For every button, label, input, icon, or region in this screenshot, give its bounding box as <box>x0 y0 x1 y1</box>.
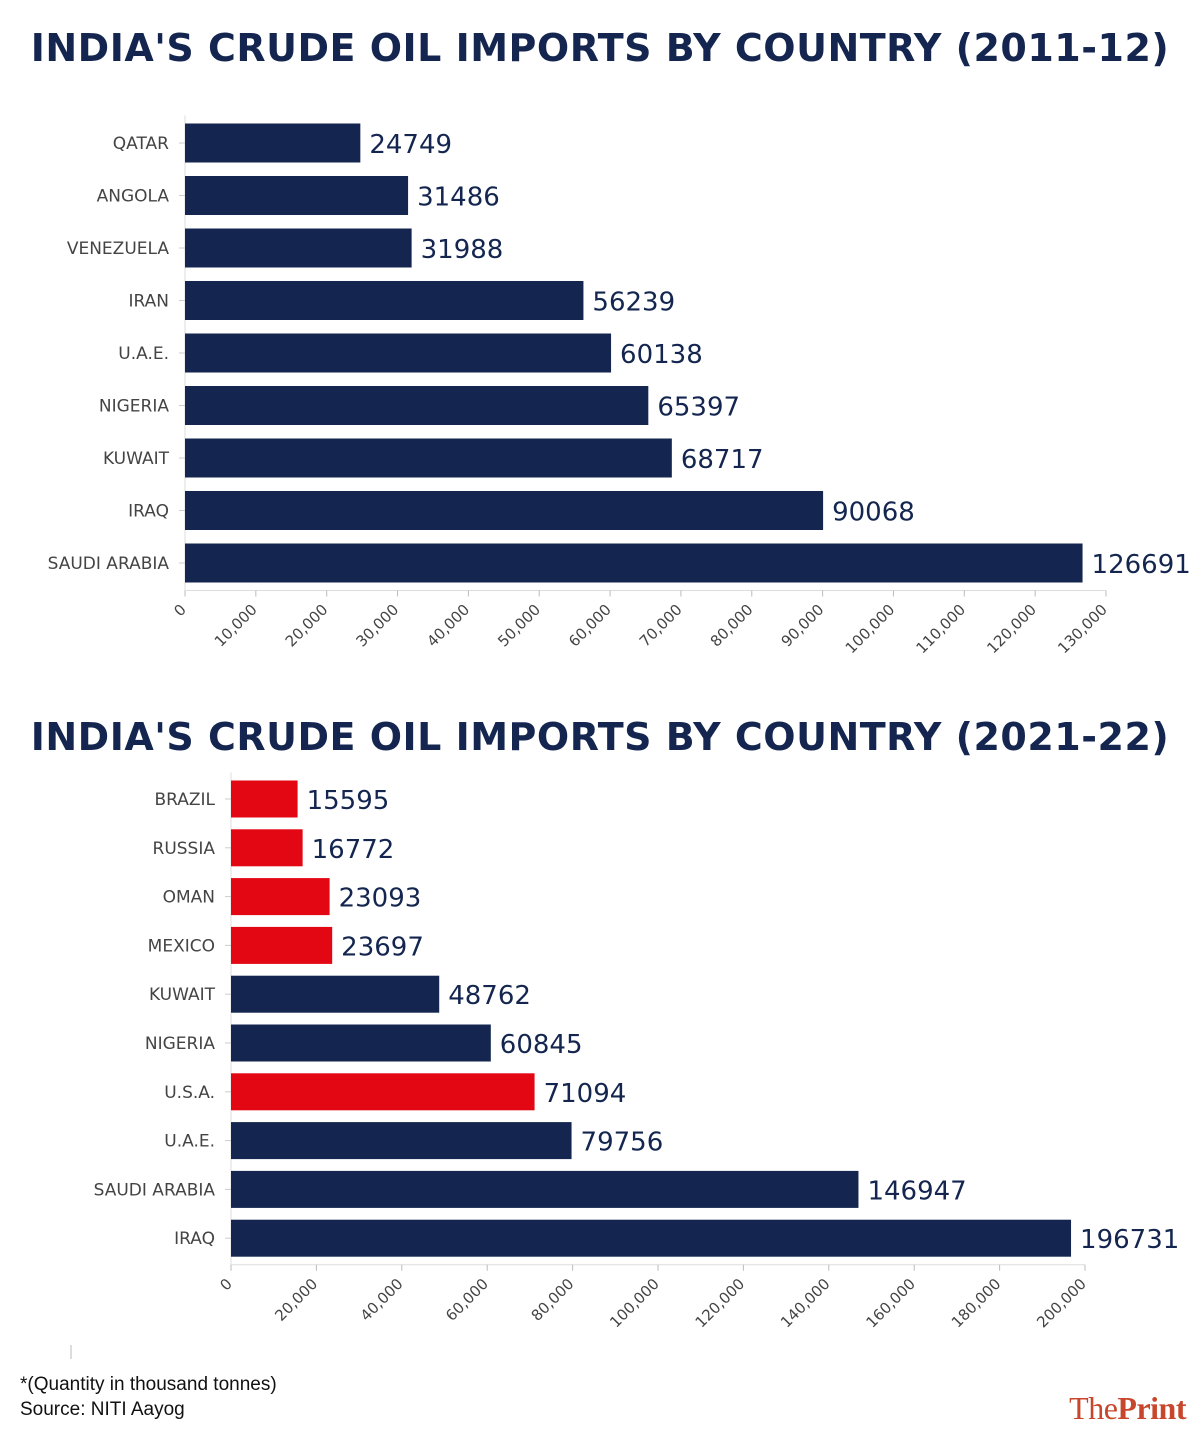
category-label-brazil: BRAZIL <box>154 790 215 810</box>
value-label-angola: 31486 <box>417 183 500 213</box>
value-label-saudi-arabia: 146947 <box>867 1176 966 1206</box>
brand-logo-print: Print <box>1117 1390 1186 1426</box>
bar-nigeria <box>185 386 649 425</box>
value-label-mexico: 23697 <box>341 932 424 962</box>
category-label-nigeria: NIGERIA <box>145 1034 215 1054</box>
bar-saudi-arabia <box>185 543 1083 583</box>
x-tick-label: 80,000 <box>528 1275 578 1325</box>
bar-iraq <box>231 1219 1072 1257</box>
value-label-russia: 16772 <box>312 835 395 865</box>
category-label-u-a-e: U.A.E. <box>118 344 169 364</box>
value-label-qatar: 24749 <box>369 130 452 160</box>
category-label-iran: IRAN <box>129 292 169 312</box>
x-tick-label: 60,000 <box>442 1275 492 1325</box>
bar-iran <box>185 281 584 320</box>
footnote-units: *(Quantity in thousand tonnes) <box>20 1374 277 1395</box>
category-label-kuwait: KUWAIT <box>149 985 216 1005</box>
x-tick-label: 200,000 <box>1033 1275 1090 1332</box>
value-label-iraq: 90068 <box>832 498 915 528</box>
bar-qatar <box>185 123 361 163</box>
value-label-kuwait: 68717 <box>681 445 764 475</box>
value-label-brazil: 15595 <box>307 786 390 816</box>
bar-chart-2011-12: QATAR 24749 ANGOLA 31486 VENEZUELA 31988 IRAN 5… <box>48 115 1191 657</box>
category-label-qatar: QATAR <box>113 134 169 154</box>
chart-title-2011-12: INDIA'S CRUDE OIL IMPORTS BY COUNTRY (20… <box>30 26 1170 70</box>
value-label-venezuela: 31988 <box>421 235 504 265</box>
bar-russia <box>231 829 303 867</box>
category-label-russia: RUSSIA <box>153 839 216 859</box>
value-label-oman: 23093 <box>339 884 422 914</box>
bar-oman <box>231 878 330 916</box>
value-label-kuwait: 48762 <box>448 981 531 1011</box>
divider-mark <box>70 1345 72 1359</box>
bar-venezuela <box>185 228 412 268</box>
category-label-iraq: IRAQ <box>128 502 169 522</box>
bar-mexico <box>231 926 333 964</box>
bar-u-s-a <box>231 1073 535 1111</box>
category-label-iraq: IRAQ <box>174 1229 215 1249</box>
value-label-nigeria: 60845 <box>500 1030 583 1060</box>
value-label-u-s-a: 71094 <box>544 1079 627 1109</box>
bar-kuwait <box>185 438 672 478</box>
category-label-angola: ANGOLA <box>97 187 170 207</box>
value-label-iran: 56239 <box>592 288 675 318</box>
bar-saudi-arabia <box>231 1170 859 1208</box>
x-tick-label: 120,000 <box>692 1275 749 1332</box>
category-label-u-s-a: U.S.A. <box>164 1083 215 1103</box>
value-label-u-a-e: 79756 <box>581 1128 664 1158</box>
value-label-iraq: 196731 <box>1080 1225 1179 1255</box>
category-label-saudi-arabia: SAUDI ARABIA <box>94 1180 216 1200</box>
bar-u-a-e <box>185 333 612 373</box>
bar-brazil <box>231 780 298 818</box>
bar-kuwait <box>231 975 440 1013</box>
value-label-nigeria: 65397 <box>657 393 740 423</box>
category-label-oman: OMAN <box>163 888 215 908</box>
category-label-saudi-arabia: SAUDI ARABIA <box>48 554 170 574</box>
category-label-mexico: MEXICO <box>148 936 215 956</box>
category-label-kuwait: KUWAIT <box>103 449 170 469</box>
x-tick-label: 40,000 <box>357 1275 407 1325</box>
x-tick-label: 100,000 <box>606 1275 663 1332</box>
x-tick-label: 140,000 <box>777 1275 834 1332</box>
chart-title-2021-22: INDIA'S CRUDE OIL IMPORTS BY COUNTRY (20… <box>30 715 1170 759</box>
bar-chart-2021-22: BRAZIL 15595 RUSSIA 16772 OMAN 23093 MEXICO 236… <box>94 772 1179 1332</box>
value-label-u-a-e: 60138 <box>620 340 703 370</box>
bar-angola <box>185 176 409 215</box>
value-label-saudi-arabia: 126691 <box>1092 550 1191 580</box>
x-tick-label: 0 <box>216 1275 235 1294</box>
category-label-nigeria: NIGERIA <box>99 397 169 417</box>
x-tick-label: 20,000 <box>271 1275 321 1325</box>
x-tick-label: 160,000 <box>862 1275 919 1332</box>
bar-nigeria <box>231 1024 491 1062</box>
brand-logo-the: The <box>1069 1390 1118 1426</box>
x-tick-label: 180,000 <box>948 1275 1005 1332</box>
bar-iraq <box>185 491 824 530</box>
bar-u-a-e <box>231 1122 572 1160</box>
category-label-u-a-e: U.A.E. <box>164 1132 215 1152</box>
category-label-venezuela: VENEZUELA <box>67 239 170 259</box>
brand-logo: ThePrint <box>1069 1390 1186 1427</box>
footnote-source: Source: NITI Aayog <box>20 1399 185 1420</box>
